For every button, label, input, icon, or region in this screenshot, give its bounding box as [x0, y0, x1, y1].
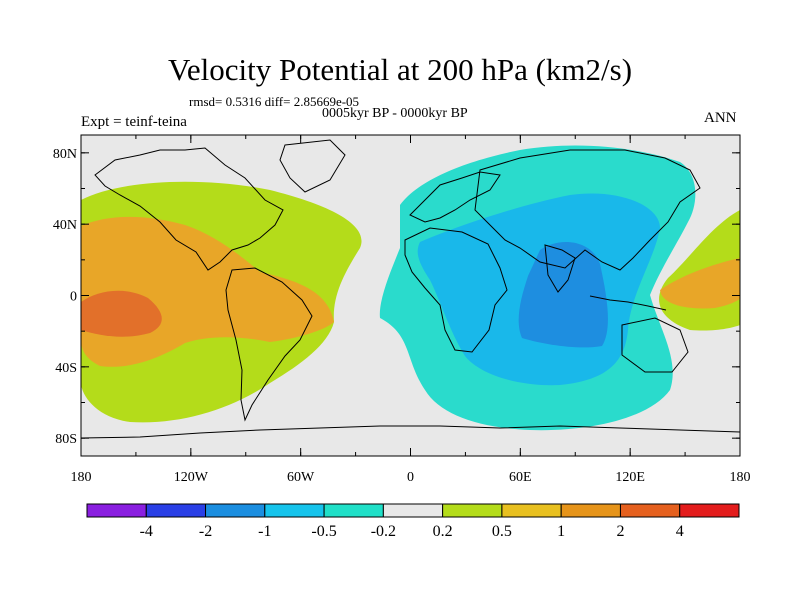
plot-subtitle: 0005kyr BP - 0000kyr BP [322, 106, 468, 121]
africa-coast [404, 227, 508, 353]
negative-contour-strong [518, 241, 608, 348]
colorbar-swatch [501, 503, 562, 518]
colorbar-swatch [442, 503, 503, 518]
australia-coast [621, 317, 689, 373]
experiment-label: Expt = teinf-teina [81, 114, 187, 130]
colorbar-label: 4 [676, 523, 684, 540]
axis-ticks [80, 135, 741, 456]
colorbar-label: -0.2 [371, 523, 396, 540]
greenland-coast [279, 139, 346, 193]
colorbar-swatch [323, 503, 384, 518]
positive-contour-wpac-mid [660, 258, 740, 309]
season-label: ANN [704, 110, 737, 126]
north-america-coast [94, 147, 284, 271]
y-tick-label: 40S [55, 361, 77, 376]
y-tick-label: 80N [53, 147, 77, 162]
x-tick-label: 180 [730, 470, 751, 485]
x-tick-label: 60E [509, 470, 532, 485]
rmsd-stats: rmsd= 0.5316 diff= 2.85669e-05 [189, 94, 360, 109]
x-tick-label: 60W [287, 470, 315, 485]
coastlines [80, 139, 741, 439]
colorbar-label: 2 [616, 523, 624, 540]
colorbar-swatch [205, 503, 266, 518]
colorbar-label: 0.5 [492, 523, 512, 540]
colorbar-label: -4 [140, 523, 153, 540]
colorbar-label: 0.2 [433, 523, 453, 540]
plot-title: Velocity Potential at 200 hPa (km2/s) [167, 52, 633, 87]
x-tick-label: 0 [407, 470, 414, 485]
positive-contour-strong [81, 290, 162, 337]
south-america-coast [225, 267, 313, 422]
eurasia-coast [474, 149, 701, 271]
colorbar-swatch [145, 503, 207, 518]
colorbar-swatch [86, 503, 147, 518]
indonesia-coast [589, 295, 667, 311]
colorbar-swatch [382, 503, 444, 518]
colorbar: -4 -2 -1 -0.5 -0.2 0.2 0.5 1 2 4 [86, 503, 740, 540]
colorbar-swatch [264, 503, 325, 518]
axis-labels: 80N 40N 0 40S 80S 180 120W 60W 0 60E 120E 180 [53, 147, 751, 485]
x-tick-label: 120E [615, 470, 645, 485]
antarctica-coast [80, 425, 741, 439]
colorbar-label: 1 [557, 523, 565, 540]
colorbar-swatch [679, 503, 740, 518]
y-tick-label: 40N [53, 218, 77, 233]
colorbar-swatch [560, 503, 621, 518]
colorbar-swatch [619, 503, 681, 518]
colorbar-label: -1 [258, 523, 271, 540]
colorbar-label: -0.5 [311, 523, 336, 540]
x-tick-label: 120W [174, 470, 209, 485]
x-tick-label: 180 [71, 470, 92, 485]
colorbar-label: -2 [199, 523, 212, 540]
map-panel [80, 134, 741, 457]
india-coast [544, 244, 576, 293]
europe-coast [409, 171, 501, 223]
y-tick-label: 0 [70, 290, 77, 305]
y-tick-label: 80S [55, 432, 77, 447]
